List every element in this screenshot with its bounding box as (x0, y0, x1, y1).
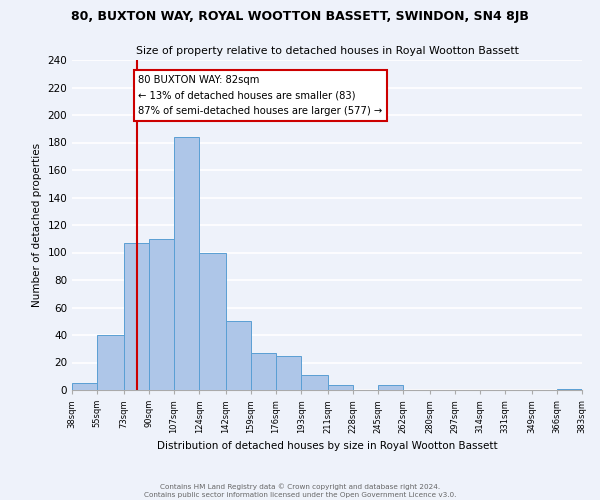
Bar (174, 137, 199, 390)
Bar (97, 335, 124, 390)
Bar (378, 384, 403, 390)
Bar (328, 384, 353, 390)
Y-axis label: Number of detached properties: Number of detached properties (32, 143, 42, 307)
Text: Contains HM Land Registry data © Crown copyright and database right 2024.
Contai: Contains HM Land Registry data © Crown c… (144, 484, 456, 498)
Bar (199, 252, 226, 390)
Bar (149, 239, 174, 390)
Bar (557, 388, 582, 390)
Bar (226, 322, 251, 390)
Bar (276, 356, 301, 390)
Bar (251, 353, 276, 390)
Bar (124, 243, 149, 390)
X-axis label: Distribution of detached houses by size in Royal Wootton Bassett: Distribution of detached houses by size … (157, 442, 497, 452)
Bar (72, 383, 97, 390)
Title: Size of property relative to detached houses in Royal Wootton Bassett: Size of property relative to detached ho… (136, 46, 518, 56)
Text: 80 BUXTON WAY: 82sqm
← 13% of detached houses are smaller (83)
87% of semi-detac: 80 BUXTON WAY: 82sqm ← 13% of detached h… (139, 75, 383, 116)
Text: 80, BUXTON WAY, ROYAL WOOTTON BASSETT, SWINDON, SN4 8JB: 80, BUXTON WAY, ROYAL WOOTTON BASSETT, S… (71, 10, 529, 23)
Bar (301, 375, 328, 390)
